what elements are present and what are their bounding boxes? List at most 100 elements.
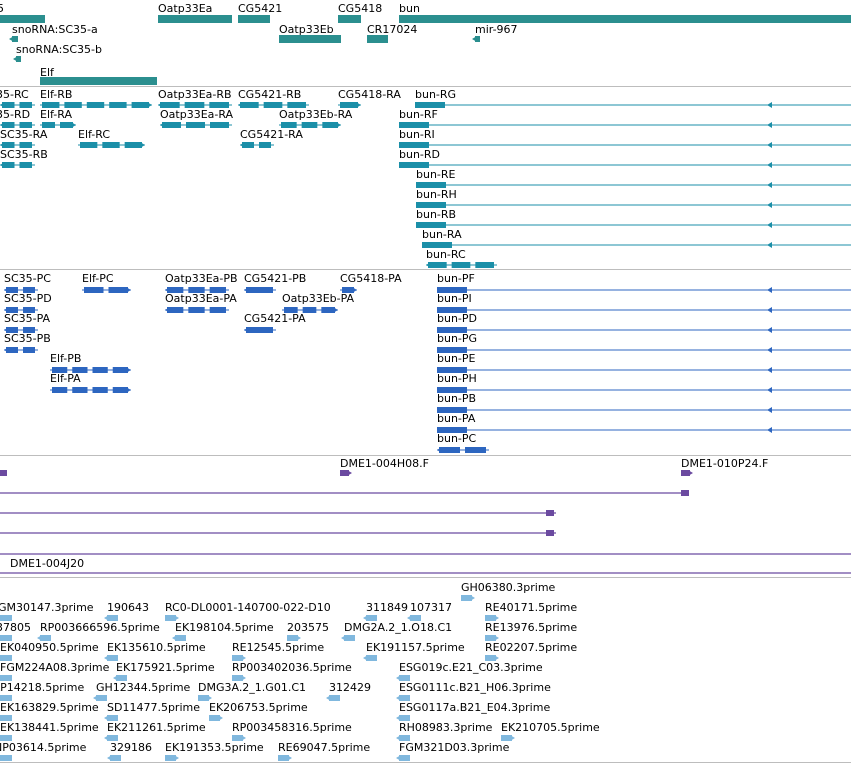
protein-track-feature-label[interactable]: CG5421-PB — [244, 272, 307, 285]
est-track-feature-label[interactable]: NP03614.5prime — [0, 741, 87, 754]
est-track-feature-label[interactable]: FGM321D03.3prime — [399, 741, 510, 754]
est-track-feature-label[interactable]: ESG019c.E21_C03.3prime — [399, 661, 543, 674]
est-track-feature-label[interactable]: EK135610.5prime — [107, 641, 206, 654]
transcript-track-feature-glyph[interactable] — [40, 102, 152, 108]
transcript-track-feature-glyph[interactable] — [238, 102, 309, 108]
cdna-track-feature-glyph[interactable] — [340, 470, 352, 476]
transcript-track-feature-label[interactable]: SC35-RB — [0, 148, 48, 161]
est-track-feature-label[interactable]: RE69047.5prime — [278, 741, 371, 754]
est-track-feature-label[interactable]: EK040950.5prime — [0, 641, 99, 654]
est-track-feature-glyph[interactable] — [287, 635, 301, 641]
est-track-feature-glyph[interactable] — [104, 735, 118, 741]
est-track-feature-label[interactable]: RC0-DL0001-140700-022-D10 — [165, 601, 331, 614]
est-track-feature-label[interactable]: DMG2A.2_1.O18.C1 — [344, 621, 453, 634]
est-track-feature-glyph[interactable] — [165, 755, 179, 761]
est-track-feature-glyph[interactable] — [104, 615, 118, 621]
cdna-track-feature-glyph[interactable] — [0, 490, 689, 496]
protein-track-feature-glyph[interactable] — [437, 427, 851, 433]
est-track-feature-glyph[interactable] — [93, 695, 107, 701]
transcript-track-feature-label[interactable]: Elf-RA — [40, 108, 72, 121]
est-track-feature-label[interactable]: RH08983.3prime — [399, 721, 493, 734]
est-track-feature-glyph[interactable] — [326, 695, 340, 701]
protein-track-feature-glyph[interactable] — [50, 387, 131, 393]
est-track-feature-glyph[interactable] — [0, 695, 12, 701]
protein-track-feature-label[interactable]: bun-PE — [437, 352, 476, 365]
protein-track-feature-glyph[interactable] — [437, 387, 851, 393]
est-track-feature-glyph[interactable] — [107, 755, 121, 761]
transcript-track-feature-label[interactable]: bun-RG — [415, 88, 457, 101]
protein-track-feature-glyph[interactable] — [437, 287, 851, 293]
est-track-feature-glyph[interactable] — [0, 755, 12, 761]
transcript-track-feature-glyph[interactable] — [338, 102, 361, 108]
est-track-feature-glyph[interactable] — [396, 715, 410, 721]
transcript-track-feature-label[interactable]: CG5418-RA — [338, 88, 401, 101]
cdna-track-feature-label[interactable]: DME1-004H08.F — [340, 457, 429, 470]
protein-track-feature-glyph[interactable] — [437, 307, 851, 313]
est-track-feature-glyph[interactable] — [278, 755, 292, 761]
protein-track-feature-label[interactable]: CG5418-PA — [340, 272, 402, 285]
transcript-track-feature-glyph[interactable] — [399, 162, 851, 168]
est-track-feature-glyph[interactable] — [113, 675, 127, 681]
gene-track-feature-label[interactable]: mir-967 — [475, 23, 518, 36]
transcript-track-feature-label[interactable]: CG5421-RB — [238, 88, 302, 101]
est-track-feature-label[interactable]: 107317 — [410, 601, 452, 614]
est-track-feature-label[interactable]: 37805 — [0, 621, 31, 634]
gene-track-feature-glyph[interactable] — [13, 56, 21, 62]
protein-track-feature-glyph[interactable] — [282, 307, 338, 313]
transcript-track-feature-glyph[interactable] — [40, 122, 76, 128]
cdna-track-feature-glyph[interactable] — [0, 530, 556, 536]
cdna-track-feature-label[interactable]: DME1-010P24.F — [681, 457, 769, 470]
transcript-track-feature-glyph[interactable] — [426, 262, 497, 268]
transcript-track-feature-glyph[interactable] — [240, 142, 274, 148]
gene-track-feature-label[interactable]: Elf — [40, 66, 54, 79]
transcript-track-feature-glyph[interactable] — [0, 162, 35, 168]
protein-track-feature-glyph[interactable] — [4, 327, 38, 333]
protein-track-feature-label[interactable]: Elf-PC — [82, 272, 114, 285]
protein-track-feature-glyph[interactable] — [4, 347, 38, 353]
est-track-feature-glyph[interactable] — [485, 635, 499, 641]
transcript-track-feature-glyph[interactable] — [416, 202, 851, 208]
est-track-feature-label[interactable]: 190643 — [107, 601, 149, 614]
cdna-track-feature-glyph[interactable] — [0, 510, 556, 516]
transcript-track-feature-label[interactable]: bun-RE — [416, 168, 456, 181]
transcript-track-feature-label[interactable]: Oatp33Eb-RA — [279, 108, 353, 121]
transcript-track-feature-glyph[interactable] — [416, 222, 851, 228]
gene-track-feature-glyph[interactable] — [279, 35, 341, 43]
est-track-feature-glyph[interactable] — [396, 735, 410, 741]
est-track-feature-label[interactable]: EK175921.5prime — [116, 661, 215, 674]
est-track-feature-glyph[interactable] — [396, 675, 410, 681]
protein-track-feature-glyph[interactable] — [437, 347, 851, 353]
protein-track-feature-label[interactable]: Oatp33Eb-PA — [282, 292, 355, 305]
est-track-feature-label[interactable]: GH12344.5prime — [96, 681, 191, 694]
gene-track-feature-label[interactable]: CG5418 — [338, 2, 383, 15]
protein-track-feature-glyph[interactable] — [437, 407, 851, 413]
est-track-feature-glyph[interactable] — [37, 635, 51, 641]
protein-track-feature-glyph[interactable] — [4, 307, 38, 313]
protein-track-feature-label[interactable]: bun-PC — [437, 432, 477, 445]
transcript-track-feature-label[interactable]: Elf-RC — [78, 128, 111, 141]
protein-track-feature-label[interactable]: SC35-PA — [4, 312, 51, 325]
est-track-feature-glyph[interactable] — [104, 715, 118, 721]
est-track-feature-label[interactable]: RP003458316.5prime — [232, 721, 352, 734]
transcript-track-feature-glyph[interactable] — [422, 242, 851, 248]
est-track-feature-glyph[interactable] — [501, 735, 515, 741]
est-track-feature-label[interactable]: EK210705.5prime — [501, 721, 600, 734]
est-track-feature-glyph[interactable] — [461, 595, 475, 601]
est-track-feature-glyph[interactable] — [0, 675, 12, 681]
est-track-feature-label[interactable]: FGM224A08.3prime — [0, 661, 110, 674]
protein-track-feature-glyph[interactable] — [437, 447, 489, 453]
transcript-track-feature-glyph[interactable] — [399, 122, 851, 128]
transcript-track-feature-glyph[interactable] — [0, 102, 35, 108]
est-track-feature-label[interactable]: EK206753.5prime — [209, 701, 308, 714]
protein-track-feature-glyph[interactable] — [165, 287, 229, 293]
gene-track-feature-glyph[interactable] — [338, 15, 361, 23]
transcript-track-feature-label[interactable]: Elf-RB — [40, 88, 73, 101]
est-track-feature-label[interactable]: ESG0111c.B21_H06.3prime — [399, 681, 551, 694]
est-track-feature-label[interactable]: LP14218.5prime — [0, 681, 85, 694]
est-track-feature-label[interactable]: EK211261.5prime — [107, 721, 206, 734]
est-track-feature-label[interactable]: 329186 — [110, 741, 152, 754]
protein-track-feature-glyph[interactable] — [340, 287, 357, 293]
est-track-feature-glyph[interactable] — [0, 715, 12, 721]
protein-track-feature-glyph[interactable] — [82, 287, 131, 293]
transcript-track-feature-label[interactable]: bun-RI — [399, 128, 435, 141]
